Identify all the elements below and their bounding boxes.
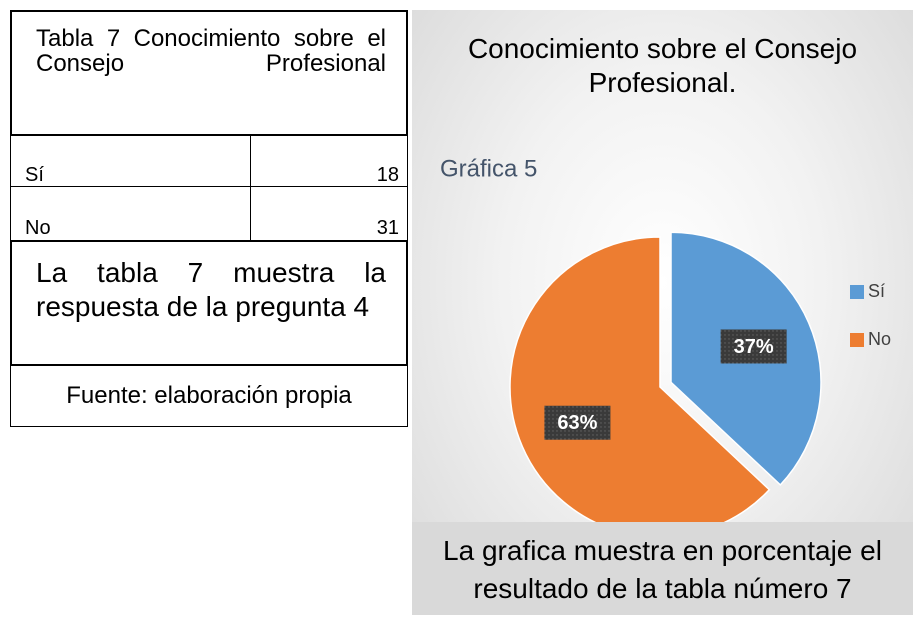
cell: 31: [250, 186, 408, 241]
data-label: 37%: [734, 336, 774, 358]
cell: 18: [250, 135, 408, 187]
legend-label: No: [868, 329, 891, 349]
table-description: La tabla 7 muestra la respuesta de la pr…: [10, 240, 408, 366]
table-title: Tabla 7 Conocimiento sobre el Consejo Pr…: [10, 10, 408, 136]
cell: No: [10, 186, 251, 241]
pie-slice: [509, 236, 771, 522]
chart-panel: Conocimiento sobre el Consejo Profesiona…: [412, 10, 913, 615]
data-label-box: [544, 405, 611, 440]
data-label: 63%: [557, 412, 597, 434]
legend-label: Sí: [868, 281, 885, 301]
legend-swatch: [850, 333, 864, 347]
chart-title: Conocimiento sobre el Consejo Profesiona…: [467, 33, 858, 98]
table-source: Fuente: elaboración propia: [10, 365, 408, 427]
legend-swatch: [850, 285, 864, 299]
chart: Gráfica 5 37% 63% Sí No: [440, 155, 891, 522]
cell: Sí: [10, 135, 251, 187]
chart-caption: La grafica muestra en porcentaje el resu…: [412, 522, 913, 615]
data-label-box: [720, 329, 787, 364]
chart-subtitle: Gráfica 5: [440, 155, 537, 182]
